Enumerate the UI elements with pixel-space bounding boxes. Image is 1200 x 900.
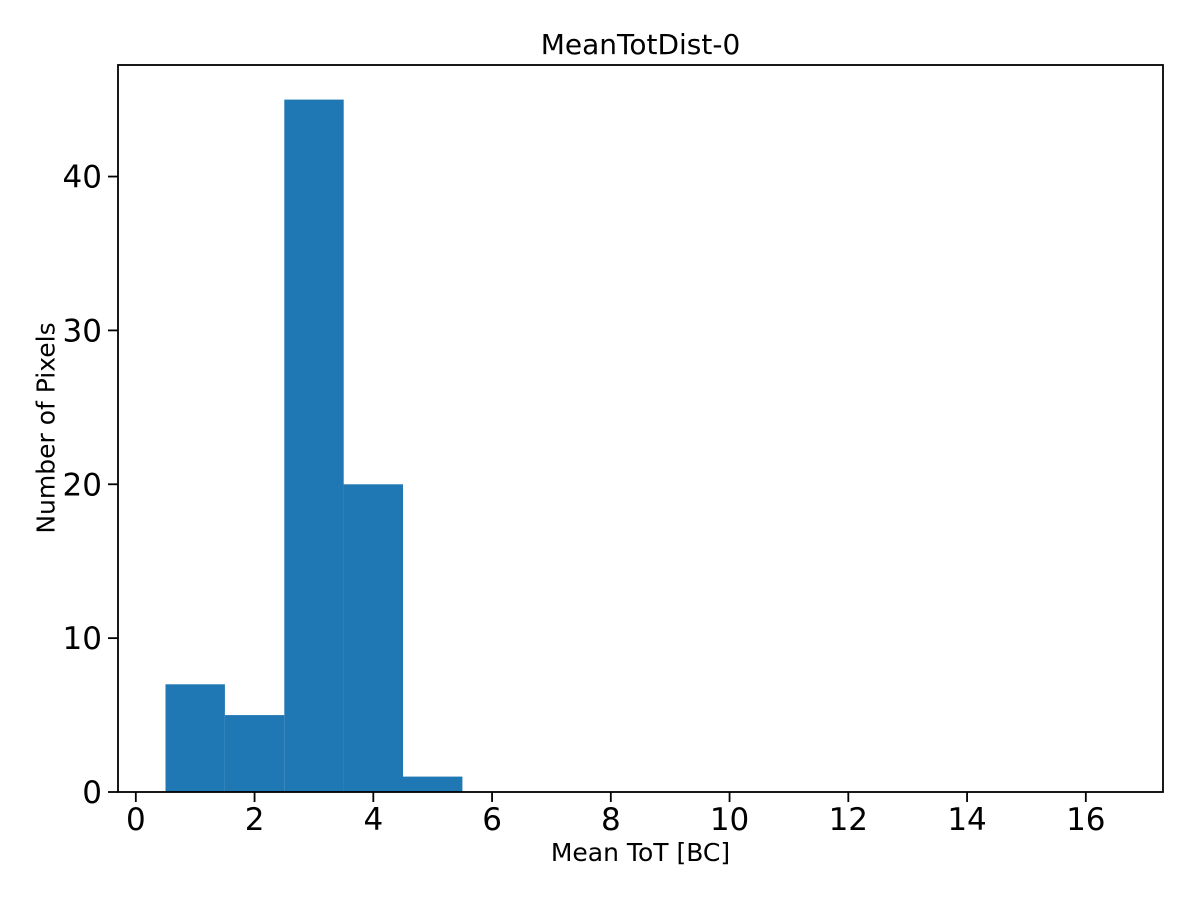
x-axis-label: Mean ToT [BC] bbox=[550, 838, 731, 867]
y-tick-label: 40 bbox=[63, 160, 102, 196]
y-tick-label: 10 bbox=[63, 621, 102, 657]
histogram-bars bbox=[165, 99, 463, 793]
x-tick-label: 4 bbox=[363, 802, 383, 838]
y-axis-label: Number of Pixels bbox=[31, 322, 61, 534]
histogram-bar bbox=[403, 776, 463, 792]
histogram-bar bbox=[165, 684, 225, 792]
y-tick-label: 0 bbox=[82, 775, 102, 811]
x-tick-label: 6 bbox=[482, 802, 502, 838]
x-tick-label: 0 bbox=[126, 802, 146, 838]
x-tick-label: 12 bbox=[829, 802, 868, 838]
x-tick-label: 10 bbox=[710, 802, 749, 838]
x-tick-label: 14 bbox=[947, 802, 986, 838]
y-tick-label: 30 bbox=[63, 313, 102, 349]
x-tick-label: 8 bbox=[601, 802, 621, 838]
axes-frame bbox=[117, 64, 1164, 793]
histogram-bar bbox=[224, 715, 285, 792]
chart-title: MeanTotDist-0 bbox=[540, 28, 741, 61]
x-tick-label: 2 bbox=[245, 802, 265, 838]
histogram-bar bbox=[343, 484, 403, 792]
y-tick-label: 20 bbox=[63, 467, 102, 503]
x-tick-label: 16 bbox=[1066, 802, 1105, 838]
histogram-bar bbox=[284, 99, 344, 793]
